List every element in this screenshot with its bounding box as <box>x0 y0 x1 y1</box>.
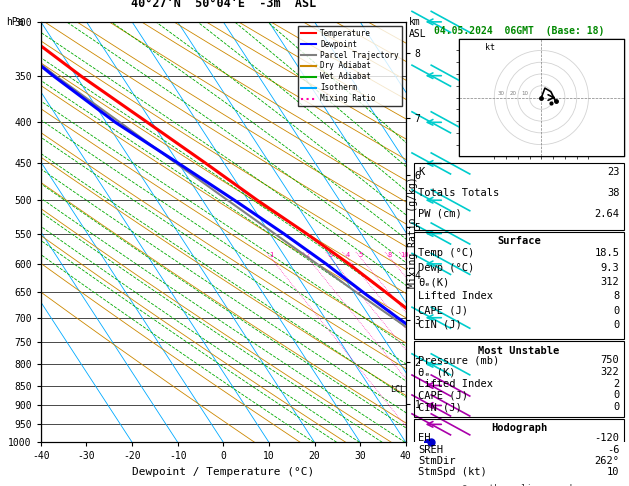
Text: 0: 0 <box>613 320 620 330</box>
Text: Lifted Index: Lifted Index <box>418 379 493 389</box>
X-axis label: Dewpoint / Temperature (°C): Dewpoint / Temperature (°C) <box>132 467 314 477</box>
Text: 0: 0 <box>613 402 620 412</box>
Text: km
ASL: km ASL <box>409 17 426 38</box>
Text: 2: 2 <box>613 379 620 389</box>
Text: 2.64: 2.64 <box>594 209 620 219</box>
Text: Temp (°C): Temp (°C) <box>418 248 475 259</box>
Text: 10: 10 <box>521 91 528 96</box>
Text: CIN (J): CIN (J) <box>418 320 462 330</box>
Text: 30: 30 <box>498 91 505 96</box>
Text: 8: 8 <box>388 252 392 258</box>
Text: CIN (J): CIN (J) <box>418 402 462 412</box>
Text: Mixing Ratio (g/kg): Mixing Ratio (g/kg) <box>408 176 418 288</box>
Text: 20: 20 <box>509 91 516 96</box>
Text: StmSpd (kt): StmSpd (kt) <box>418 468 487 477</box>
Text: 8: 8 <box>613 291 620 301</box>
Text: PW (cm): PW (cm) <box>418 209 462 219</box>
FancyBboxPatch shape <box>459 39 624 156</box>
Bar <box>414 341 624 417</box>
Text: 0: 0 <box>613 306 620 315</box>
Text: LCL: LCL <box>390 385 405 394</box>
Text: 10: 10 <box>607 468 620 477</box>
Text: 4: 4 <box>345 252 350 258</box>
Text: 322: 322 <box>601 367 620 377</box>
Text: Hodograph: Hodograph <box>491 423 547 434</box>
Text: 40°27'N  50°04'E  -3m  ASL: 40°27'N 50°04'E -3m ASL <box>131 0 316 10</box>
Text: StmDir: StmDir <box>418 456 456 466</box>
Text: K: K <box>418 167 425 177</box>
Text: -120: -120 <box>594 433 620 443</box>
Text: 5: 5 <box>359 252 363 258</box>
Bar <box>414 163 624 230</box>
Text: CAPE (J): CAPE (J) <box>418 306 469 315</box>
Text: © weatheronline.co.uk: © weatheronline.co.uk <box>462 484 576 486</box>
Text: Totals Totals: Totals Totals <box>418 188 499 198</box>
Text: Lifted Index: Lifted Index <box>418 291 493 301</box>
Text: 1: 1 <box>269 252 273 258</box>
Text: θₑ(K): θₑ(K) <box>418 277 450 287</box>
Text: 18.5: 18.5 <box>594 248 620 259</box>
Legend: Temperature, Dewpoint, Parcel Trajectory, Dry Adiabat, Wet Adiabat, Isotherm, Mi: Temperature, Dewpoint, Parcel Trajectory… <box>298 26 402 106</box>
Text: SREH: SREH <box>418 445 443 454</box>
Text: 262°: 262° <box>594 456 620 466</box>
Text: Dewp (°C): Dewp (°C) <box>418 263 475 273</box>
Text: 750: 750 <box>601 355 620 365</box>
Text: 23: 23 <box>607 167 620 177</box>
Text: kt: kt <box>485 43 495 52</box>
Text: 0: 0 <box>613 390 620 400</box>
Bar <box>414 419 624 482</box>
Text: 2: 2 <box>306 252 310 258</box>
Text: θₑ (K): θₑ (K) <box>418 367 456 377</box>
Text: 04.05.2024  06GMT  (Base: 18): 04.05.2024 06GMT (Base: 18) <box>434 26 604 36</box>
Text: EH: EH <box>418 433 431 443</box>
Text: 38: 38 <box>607 188 620 198</box>
Text: CAPE (J): CAPE (J) <box>418 390 469 400</box>
Text: Pressure (mb): Pressure (mb) <box>418 355 499 365</box>
Text: Surface: Surface <box>497 236 541 246</box>
Text: 10: 10 <box>400 252 408 258</box>
Text: -6: -6 <box>607 445 620 454</box>
Text: hPa: hPa <box>6 17 24 27</box>
Text: 312: 312 <box>601 277 620 287</box>
Text: Most Unstable: Most Unstable <box>478 346 560 356</box>
Text: 9.3: 9.3 <box>601 263 620 273</box>
Bar <box>414 232 624 339</box>
Text: 3: 3 <box>328 252 333 258</box>
